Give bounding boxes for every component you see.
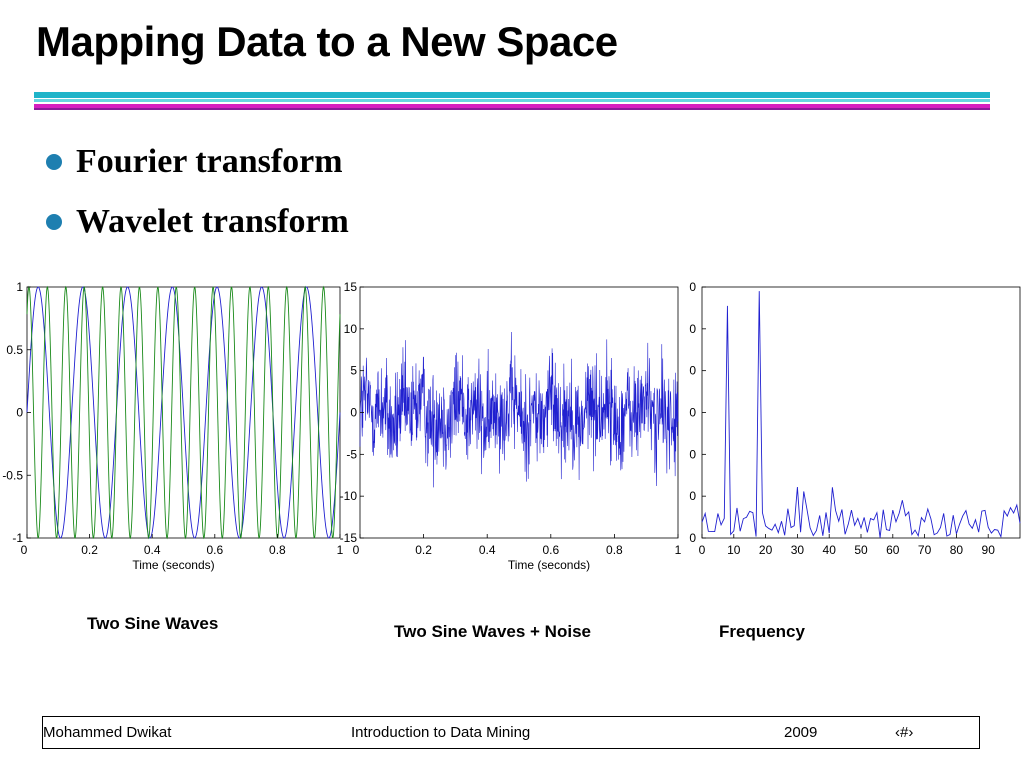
noisy-signal-plot: 0 0.2 0.4 0.6 0.8 1 15 10 5 0 -5 -10 -15 Time (second…	[340, 280, 682, 572]
caption-two-sine-waves: Two Sine Waves	[87, 614, 219, 633]
caption-two-sine-waves-noise: Two Sine Waves + Noise	[394, 622, 591, 641]
y-tick-label: 0	[689, 406, 696, 420]
bullet-text: Wavelet transform	[76, 203, 349, 240]
x-tick-label: 0.8	[606, 543, 623, 557]
x-tick-label: 0	[699, 543, 706, 557]
sine-series-line	[26, 285, 341, 540]
bullet-text: Fourier transform	[76, 143, 343, 180]
y-tick-label: 0	[689, 322, 696, 336]
y-tick-label: 15	[344, 280, 358, 294]
x-tick-label: 60	[886, 543, 900, 557]
x-tick-label: 30	[791, 543, 805, 557]
x-tick-label: 0.4	[144, 543, 161, 557]
x-tick-label: 10	[727, 543, 741, 557]
spectrum-series-line	[701, 291, 1021, 539]
y-tick-label: -0.5	[2, 468, 23, 482]
x-tick-label: 90	[982, 543, 996, 557]
x-tick-label: 0.4	[479, 543, 496, 557]
bullet-dot-icon	[46, 154, 62, 170]
bullet-list: Fourier transform Wavelet transform	[46, 132, 349, 252]
two-sine-waves-plot: 0 0.2 0.4 0.6 0.8 1 1 0.5 0 -0.5 -1 Time (seconds)	[2, 280, 344, 572]
x-tick-label: 0.2	[81, 543, 98, 557]
title-rule-purple	[34, 108, 990, 110]
y-tick-label: -10	[340, 489, 358, 503]
y-tick-label: 1	[16, 280, 23, 294]
y-tick-label: -15	[340, 531, 358, 545]
noisy-series-line	[359, 332, 679, 488]
bullet-dot-icon	[46, 214, 62, 230]
caption-frequency: Frequency	[719, 622, 805, 641]
x-tick-label: 40	[823, 543, 837, 557]
y-tick-label: 0	[689, 364, 696, 378]
slide-footer: Mohammed Dwikat Introduction to Data Min…	[42, 716, 980, 749]
title-rule-magenta	[34, 104, 990, 108]
x-axis-label: Time (seconds)	[508, 558, 590, 572]
x-tick-label: 0.6	[542, 543, 559, 557]
y-tick-label: 0	[16, 406, 23, 420]
bullet-item: Wavelet transform	[46, 192, 349, 252]
y-tick-label: 5	[350, 364, 357, 378]
x-tick-label: 80	[950, 543, 964, 557]
title-rule-light-cyan	[34, 99, 990, 102]
y-tick-label: 0	[689, 531, 696, 545]
y-tick-label: 0	[689, 280, 696, 294]
y-tick-label: 0.5	[6, 343, 23, 357]
x-tick-label: 50	[854, 543, 868, 557]
y-tick-label: 0	[350, 406, 357, 420]
sine-series-line	[26, 286, 341, 539]
x-tick-label: 0.2	[415, 543, 432, 557]
x-tick-label: 0.8	[269, 543, 286, 557]
plot-frame	[701, 286, 1021, 539]
footer-author: Mohammed Dwikat	[43, 724, 172, 741]
y-tick-label: 10	[344, 322, 358, 336]
x-tick-label: 0	[353, 543, 360, 557]
y-tick-label: -1	[12, 531, 23, 545]
bullet-item: Fourier transform	[46, 132, 349, 192]
x-tick-label: 20	[759, 543, 773, 557]
y-tick-label: -5	[346, 447, 357, 461]
footer-year: 2009	[784, 724, 818, 741]
x-tick-label: 1	[675, 543, 682, 557]
footer-course: Introduction to Data Mining	[351, 724, 531, 741]
x-tick-label: 0	[21, 543, 28, 557]
y-tick-label: 0	[689, 447, 696, 461]
title-rule-cyan	[34, 92, 990, 98]
x-tick-label: 1	[337, 543, 344, 557]
y-tick-label: 0	[689, 489, 696, 503]
x-axis-label: Time (seconds)	[132, 558, 214, 572]
x-tick-label: 70	[918, 543, 932, 557]
footer-page-number: ‹#›	[895, 724, 914, 741]
x-tick-label: 0.6	[206, 543, 223, 557]
slide-title: Mapping Data to a New Space	[36, 18, 618, 65]
